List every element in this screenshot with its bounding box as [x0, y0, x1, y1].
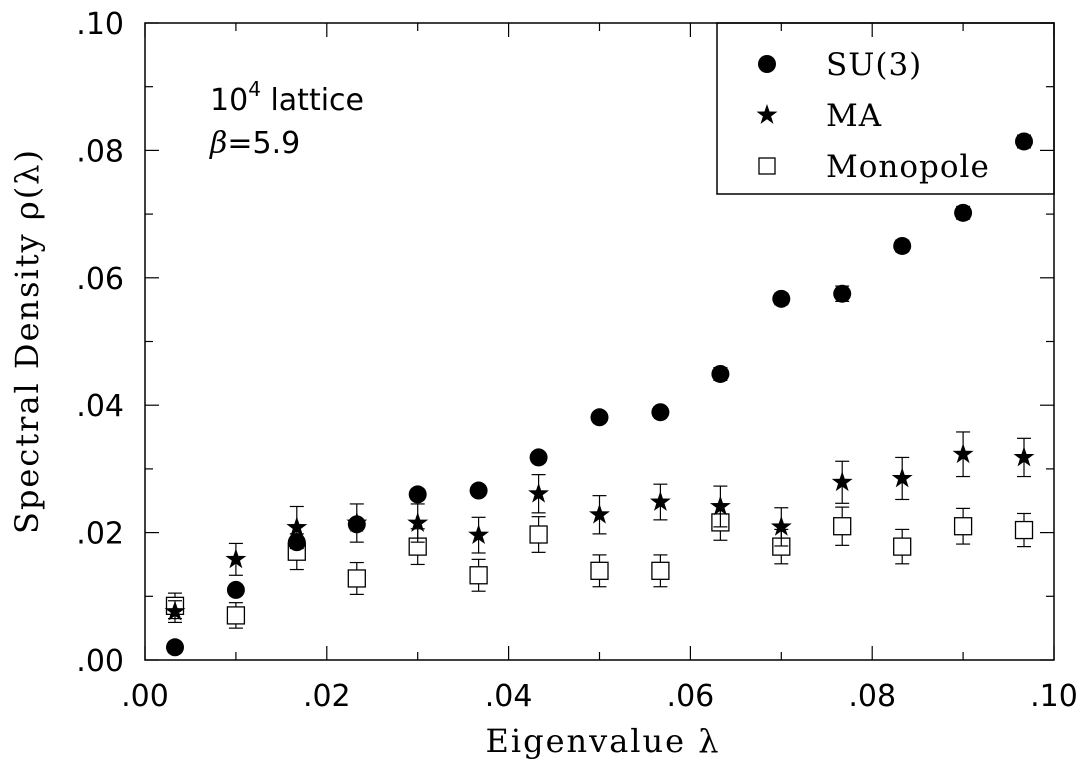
- legend-box: [716, 22, 1055, 195]
- data-point-monopole: [347, 569, 366, 588]
- series-ma: [164, 431, 1035, 624]
- data-point-ma: [891, 467, 913, 488]
- y-tick-label: .08: [76, 134, 124, 169]
- data-point-ma: [225, 548, 247, 569]
- x-tick-label: .10: [1030, 679, 1077, 714]
- data-point-ma: [709, 495, 731, 516]
- data-point-monopole: [590, 561, 609, 580]
- data-point-su3: [772, 289, 791, 308]
- data-point-monopole: [953, 517, 973, 536]
- x-tick-label: .02: [303, 679, 351, 714]
- x-tick-label: .04: [485, 679, 533, 714]
- data-point-su3: [287, 533, 306, 552]
- data-point-su3: [711, 364, 730, 383]
- legend: SU(3) MA Monopole: [716, 22, 1055, 195]
- data-point-ma: [286, 516, 308, 537]
- data-point-su3: [408, 485, 427, 504]
- data-point-ma: [589, 503, 610, 524]
- y-tick-label: .10: [76, 7, 124, 42]
- data-point-su3: [954, 203, 973, 222]
- data-point-su3: [833, 284, 852, 303]
- lattice-exponent: 4: [248, 77, 261, 101]
- x-tick-label: .00: [121, 679, 169, 714]
- data-point-monopole: [469, 566, 488, 585]
- data-point-monopole: [1014, 520, 1034, 540]
- legend-marker-su3: [758, 55, 776, 73]
- legend-marker-ma: [756, 104, 778, 124]
- lattice-annotation: 104 lattice β=5.9: [209, 77, 364, 161]
- lattice-word: lattice: [261, 83, 364, 118]
- series-su3: [165, 132, 1034, 657]
- data-point-su3: [893, 236, 912, 255]
- data-point-monopole: [651, 561, 670, 580]
- legend-label-ma: MA: [826, 98, 882, 134]
- data-point-ma: [468, 524, 490, 545]
- lattice-base: 10: [210, 83, 248, 118]
- y-tick-label: .00: [76, 644, 124, 679]
- data-point-su3: [1015, 132, 1034, 151]
- data-point-su3: [165, 638, 184, 657]
- x-tick-label: .08: [848, 679, 896, 714]
- data-point-ma: [407, 512, 429, 532]
- x-tick-label: .06: [667, 679, 715, 714]
- legend-marker-monopole: [758, 157, 776, 175]
- y-axis-title: Spectral Density ρ(λ): [8, 148, 46, 534]
- y-tick-label: .02: [76, 517, 124, 552]
- data-point-su3: [226, 580, 245, 599]
- data-point-monopole: [833, 517, 852, 536]
- data-point-ma: [649, 491, 671, 511]
- x-axis-title: Eigenvalue λ: [485, 722, 720, 760]
- data-point-su3: [469, 481, 488, 500]
- beta-value: =5.9: [227, 126, 300, 161]
- data-point-ma: [164, 600, 186, 621]
- axis-tick-labels: .00 .02 .04 .06 .08 .10 .00 .02 .04 .06 .08 .10: [76, 7, 1077, 714]
- beta-symbol: β: [209, 126, 227, 161]
- data-point-ma: [1013, 446, 1035, 467]
- data-point-monopole: [226, 606, 246, 625]
- legend-label-su3: SU(3): [826, 47, 922, 83]
- data-point-su3: [590, 408, 609, 427]
- data-point-su3: [651, 403, 670, 422]
- data-point-ma: [770, 515, 792, 536]
- y-tick-label: .06: [76, 262, 124, 297]
- legend-label-monopole: Monopole: [826, 149, 990, 185]
- data-series: [164, 132, 1035, 657]
- y-tick-label: .04: [76, 389, 124, 424]
- svg-text:104 lattice: 104 lattice: [210, 77, 364, 118]
- data-point-ma: [831, 471, 853, 492]
- data-point-monopole: [529, 525, 548, 544]
- data-point-su3: [347, 515, 366, 534]
- data-point-ma: [952, 443, 974, 464]
- data-point-ma: [528, 482, 550, 503]
- data-point-su3: [529, 448, 548, 467]
- data-point-monopole: [893, 537, 912, 556]
- svg-text:β=5.9: β=5.9: [209, 126, 300, 161]
